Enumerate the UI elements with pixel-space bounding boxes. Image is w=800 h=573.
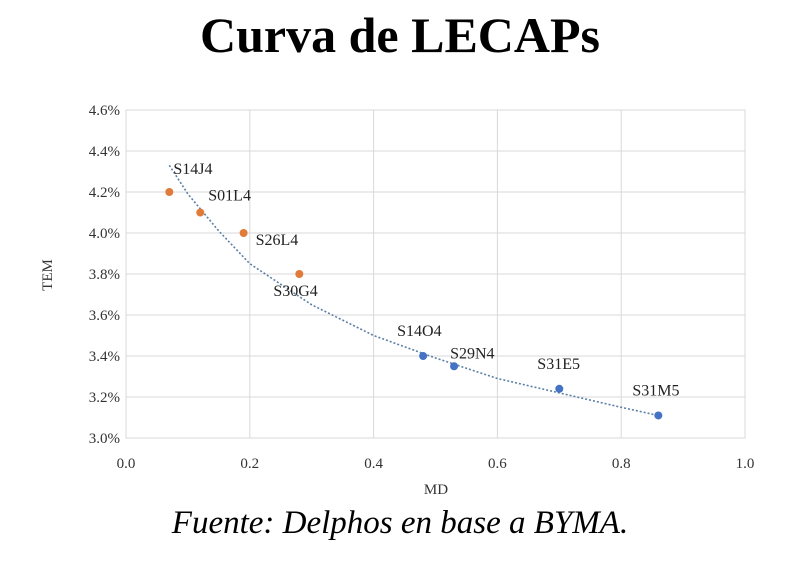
x-tick-label: 0.0 xyxy=(117,456,136,472)
y-tick-label: 3.8% xyxy=(89,267,120,283)
y-tick-label: 3.4% xyxy=(89,349,120,365)
source-note: Fuente: Delphos en base a BYMA. xyxy=(171,505,629,541)
y-tick-label: 3.2% xyxy=(89,390,120,406)
x-axis-ticks: 0.0 0.2 0.4 0.6 0.8 1.0 xyxy=(117,456,755,472)
point-label: S26L4 xyxy=(256,232,299,249)
data-point xyxy=(196,208,205,217)
plot-area xyxy=(125,109,746,439)
point-label: S14O4 xyxy=(397,323,441,340)
data-point xyxy=(450,362,459,371)
y-tick-label: 3.0% xyxy=(89,431,120,447)
y-axis-label: TEM xyxy=(40,259,56,291)
point-label: S31M5 xyxy=(632,382,679,399)
point-label: S31E5 xyxy=(537,356,580,373)
x-tick-label: 0.2 xyxy=(240,456,259,472)
data-point xyxy=(419,352,428,360)
chart-title: Curva de LECAPs xyxy=(199,7,601,63)
data-point xyxy=(295,270,304,278)
data-point xyxy=(555,384,564,393)
data-point xyxy=(239,229,248,237)
y-tick-label: 4.4% xyxy=(89,144,120,160)
y-tick-label: 4.6% xyxy=(89,103,120,119)
point-label: S30G4 xyxy=(273,283,317,300)
x-tick-label: 1.0 xyxy=(736,456,755,472)
x-axis-label: MD xyxy=(424,482,448,498)
point-label: S01L4 xyxy=(208,188,251,205)
point-label: S14J4 xyxy=(173,161,212,178)
data-points xyxy=(165,188,663,420)
point-labels: S14J4 S01L4 S26L4 S30G4 S14O4 S29N4 S31E5 S31M5 xyxy=(173,161,679,399)
y-tick-label: 4.2% xyxy=(89,185,120,201)
x-tick-label: 0.4 xyxy=(364,456,383,472)
point-label: S29N4 xyxy=(450,345,494,362)
data-point xyxy=(654,411,663,420)
y-axis-ticks: 3.0% 3.2% 3.4% 3.6% 3.8% 4.0% 4.2% 4.4% 4.6% xyxy=(89,103,120,447)
x-tick-label: 0.6 xyxy=(488,456,507,472)
data-point xyxy=(165,188,174,196)
y-tick-label: 4.0% xyxy=(89,226,120,242)
y-tick-label: 3.6% xyxy=(89,308,120,324)
x-tick-label: 0.8 xyxy=(612,456,631,472)
